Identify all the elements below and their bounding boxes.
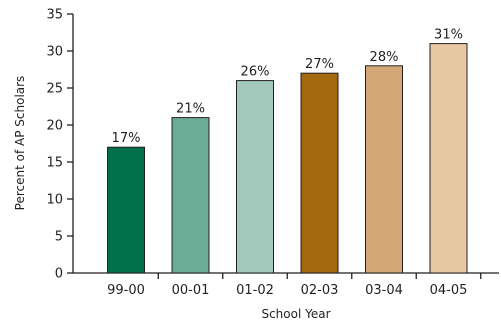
bar-00-01 [171,117,210,274]
bar-02-03 [300,72,339,274]
x-tick-label-03-04: 03-04 [365,283,403,298]
data-label-01-02: 26% [241,65,270,80]
y-axis-title: Percent of AP Scholars [13,76,27,211]
x-tick-label-01-02: 01-02 [236,283,274,298]
x-tick-label-02-03: 02-03 [301,283,339,298]
y-tick-label: 10 [46,193,63,208]
x-tick-label-00-01: 00-01 [172,283,210,298]
x-axis-title: School Year [261,307,330,321]
y-tick-label: 5 [55,230,63,245]
y-tick-label: 30 [46,45,63,60]
data-label-99-00: 17% [112,131,141,146]
data-label-04-05: 31% [434,28,463,43]
x-tick-label-99-00: 99-00 [107,283,145,298]
y-tick-label: 35 [46,8,63,23]
bar-03-04 [365,65,403,274]
data-label-03-04: 28% [370,50,399,65]
data-labels: 17% 21% 26% 27% 28% 31% [112,28,463,147]
y-tick-label: 0 [55,267,63,282]
bar-99-00 [107,146,145,274]
y-ticks: 0 5 10 15 20 25 30 35 [46,8,73,282]
y-tick-label: 15 [46,156,63,171]
data-label-00-01: 21% [176,102,205,117]
bar-01-02 [236,80,274,274]
data-label-02-03: 27% [305,57,334,72]
x-axis: 99-00 00-01 01-02 02-03 03-04 04-05 [73,272,499,298]
y-tick-label: 25 [46,82,63,97]
x-tick-label-04-05: 04-05 [430,283,468,298]
y-tick-label: 20 [46,119,63,134]
y-axis: 0 5 10 15 20 25 30 35 [46,8,74,282]
bars [107,43,468,274]
x-ticks: 99-00 00-01 01-02 02-03 03-04 04-05 [107,273,482,298]
bar-04-05 [429,43,468,274]
